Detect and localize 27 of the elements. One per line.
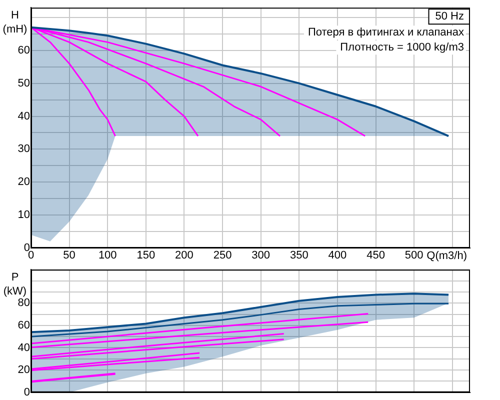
x-tick-label: 100 (98, 250, 117, 262)
y-axis-title: H (mH) (2, 10, 28, 36)
y-tick-label: 40 (18, 110, 30, 122)
y-tick-label: 30 (18, 143, 30, 156)
y-tick-label: 50 (18, 77, 30, 90)
y-tick-label: 60 (18, 44, 30, 56)
y-tick-label: 80 (18, 297, 30, 310)
y-tick-label: 20 (18, 176, 30, 188)
annotation: Потеря в фитингах и клапанах (308, 26, 464, 39)
x-tick-label: 350 (290, 250, 308, 262)
x-tick-label: 150 (136, 250, 156, 262)
x-axis-title: Q(m3/h) (426, 250, 467, 262)
x-tick-label: 300 (252, 250, 270, 262)
y-tick-label: 40 (18, 342, 30, 354)
chart-title: 50 Hz (435, 10, 464, 23)
annotation: Плотность = 1000 kg/m3 (340, 42, 464, 54)
x-tick-label: 200 (175, 250, 194, 262)
y-tick-label: 20 (18, 364, 30, 376)
x-tick-label: 450 (366, 250, 385, 262)
x-tick-label: 250 (213, 250, 232, 262)
y-axis-title: P (kW) (3, 272, 27, 298)
y-tick-label: 0 (24, 386, 30, 398)
y-tick-label: 60 (18, 319, 30, 332)
x-tick-label: 50 (63, 250, 76, 262)
x-tick-label: 400 (328, 250, 347, 262)
x-tick-label: 500 (404, 250, 424, 262)
y-tick-label: 10 (18, 209, 30, 222)
